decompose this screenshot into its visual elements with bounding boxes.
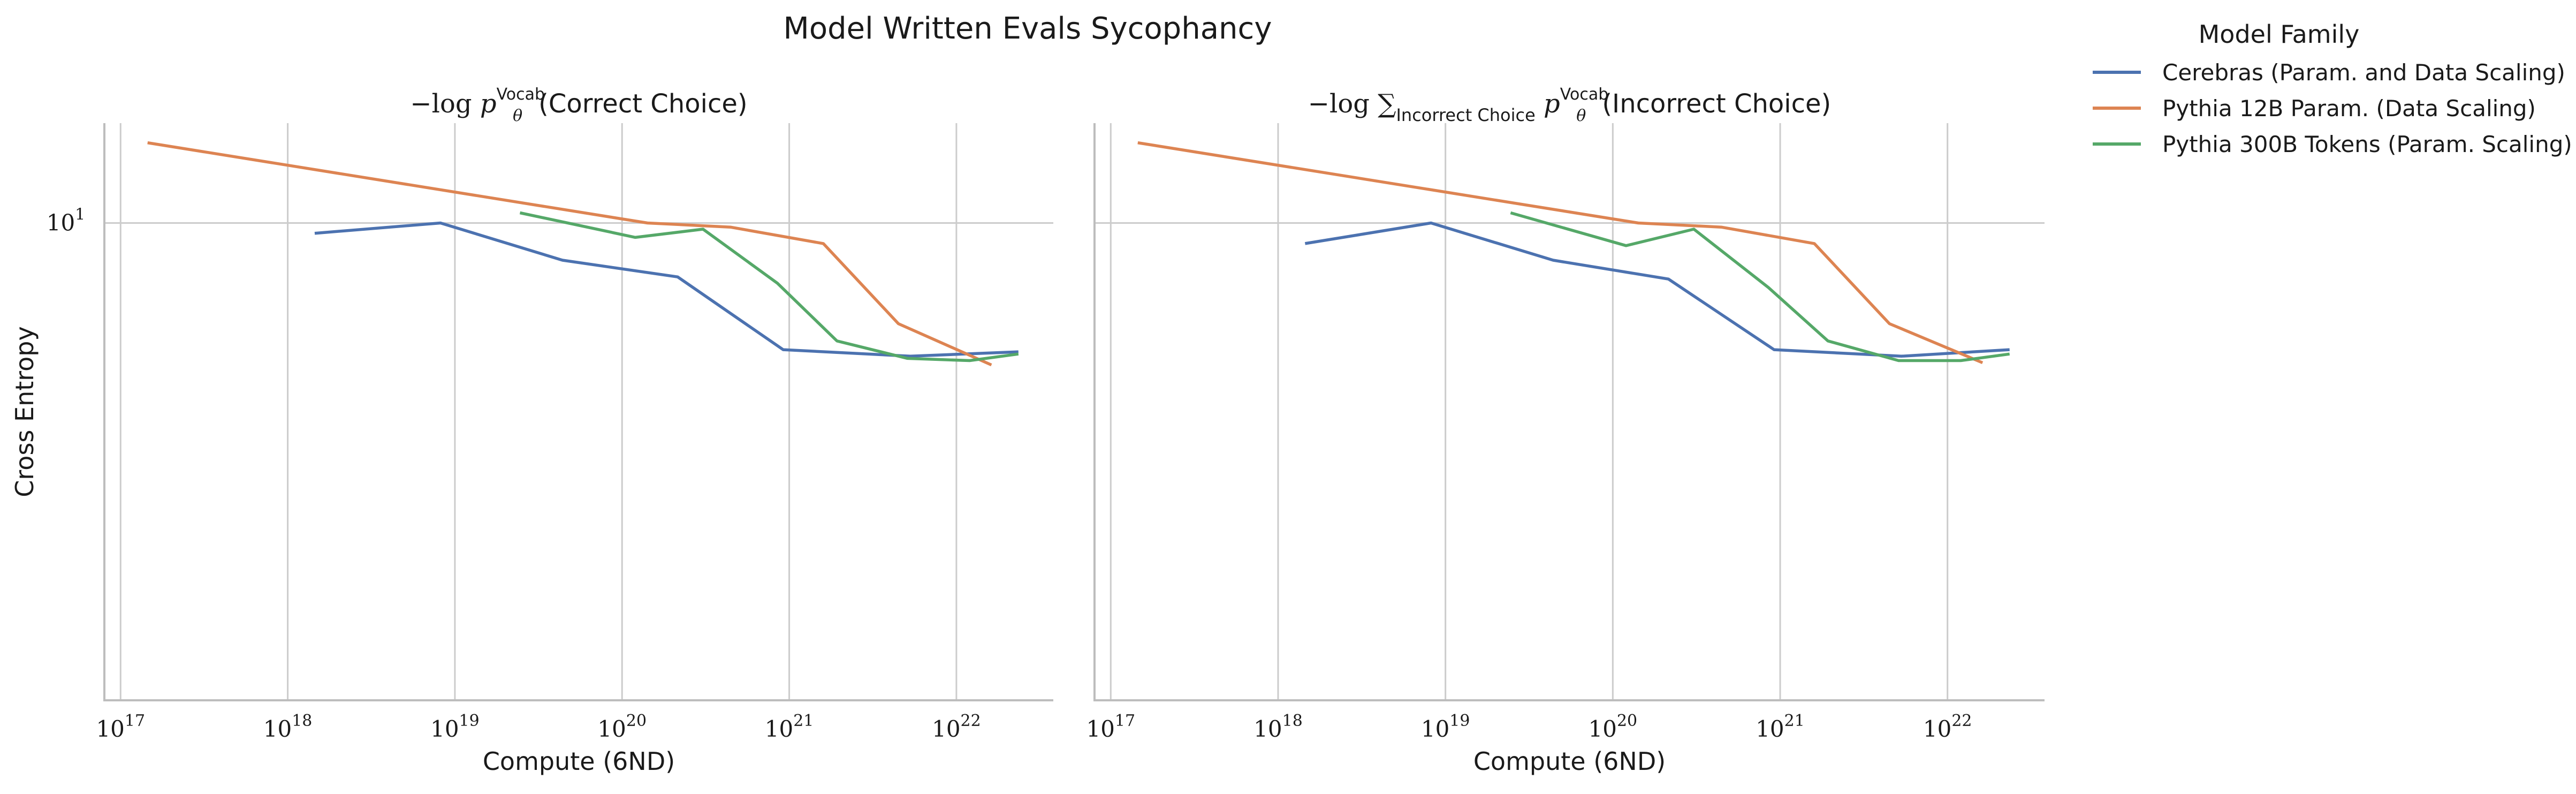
legend-title: Model Family <box>2199 20 2360 49</box>
legend-label-cerebras-param-and-data-scaling: Cerebras (Param. and Data Scaling) <box>2162 59 2565 86</box>
x-tick-label: 1019 <box>430 712 480 742</box>
series-line-cerebras-param-and-data-scaling <box>1304 221 2010 358</box>
x-tick-label: 1018 <box>1253 712 1303 742</box>
x-tick-label: 1022 <box>932 712 981 742</box>
subplot-title: −log pVocab θ (Correct Choice) <box>410 85 747 125</box>
legend-label-pythia-12b-param-data-scaling: Pythia 12B Param. (Data Scaling) <box>2162 95 2536 122</box>
subplot-incorrect-choice: 1017 1018 1019 1020 1021 1022 −log ∑Incorrect … <box>1086 85 2045 776</box>
y-axis-label: Cross Entropy <box>10 326 39 497</box>
y-tick-label: 101 <box>47 206 86 236</box>
figure-title: Model Written Evals Sycophancy <box>784 11 1272 46</box>
x-tick-label: 1022 <box>1923 712 1972 742</box>
legend-label-pythia-300b-tokens-param-scaling: Pythia 300B Tokens (Param. Scaling) <box>2162 131 2572 157</box>
x-tick-label: 1017 <box>1086 712 1135 742</box>
x-tick-label: 1021 <box>765 712 814 742</box>
x-tick-label: 1020 <box>1589 712 1638 742</box>
x-axis-label: Compute (6ND) <box>1473 747 1666 776</box>
x-tick-label: 1017 <box>96 712 145 742</box>
x-tick-label: 1019 <box>1421 712 1470 742</box>
legend: Model Family Cerebras (Param. and Data S… <box>2093 20 2572 157</box>
series-line-pythia-300b-tokens-param-scaling <box>519 211 1019 362</box>
x-tick-label: 1021 <box>1756 712 1805 742</box>
x-axis-label: Compute (6ND) <box>483 747 675 776</box>
series-line-cerebras-param-and-data-scaling <box>314 221 1019 358</box>
series-line-pythia-12b-param-data-scaling <box>147 141 992 367</box>
subplot-correct-choice: 1017 1018 1019 1020 1021 1022 101 −log pVocab θ(… <box>10 85 1053 776</box>
subplot-title: −log ∑Incorrect Choice pVocab θ (Incorrect… <box>1308 85 1831 125</box>
series-line-pythia-300b-tokens-param-scaling <box>1510 211 2010 362</box>
series-line-pythia-12b-param-data-scaling <box>1137 141 1984 365</box>
x-tick-label: 1018 <box>263 712 313 742</box>
x-tick-label: 1020 <box>597 712 647 742</box>
